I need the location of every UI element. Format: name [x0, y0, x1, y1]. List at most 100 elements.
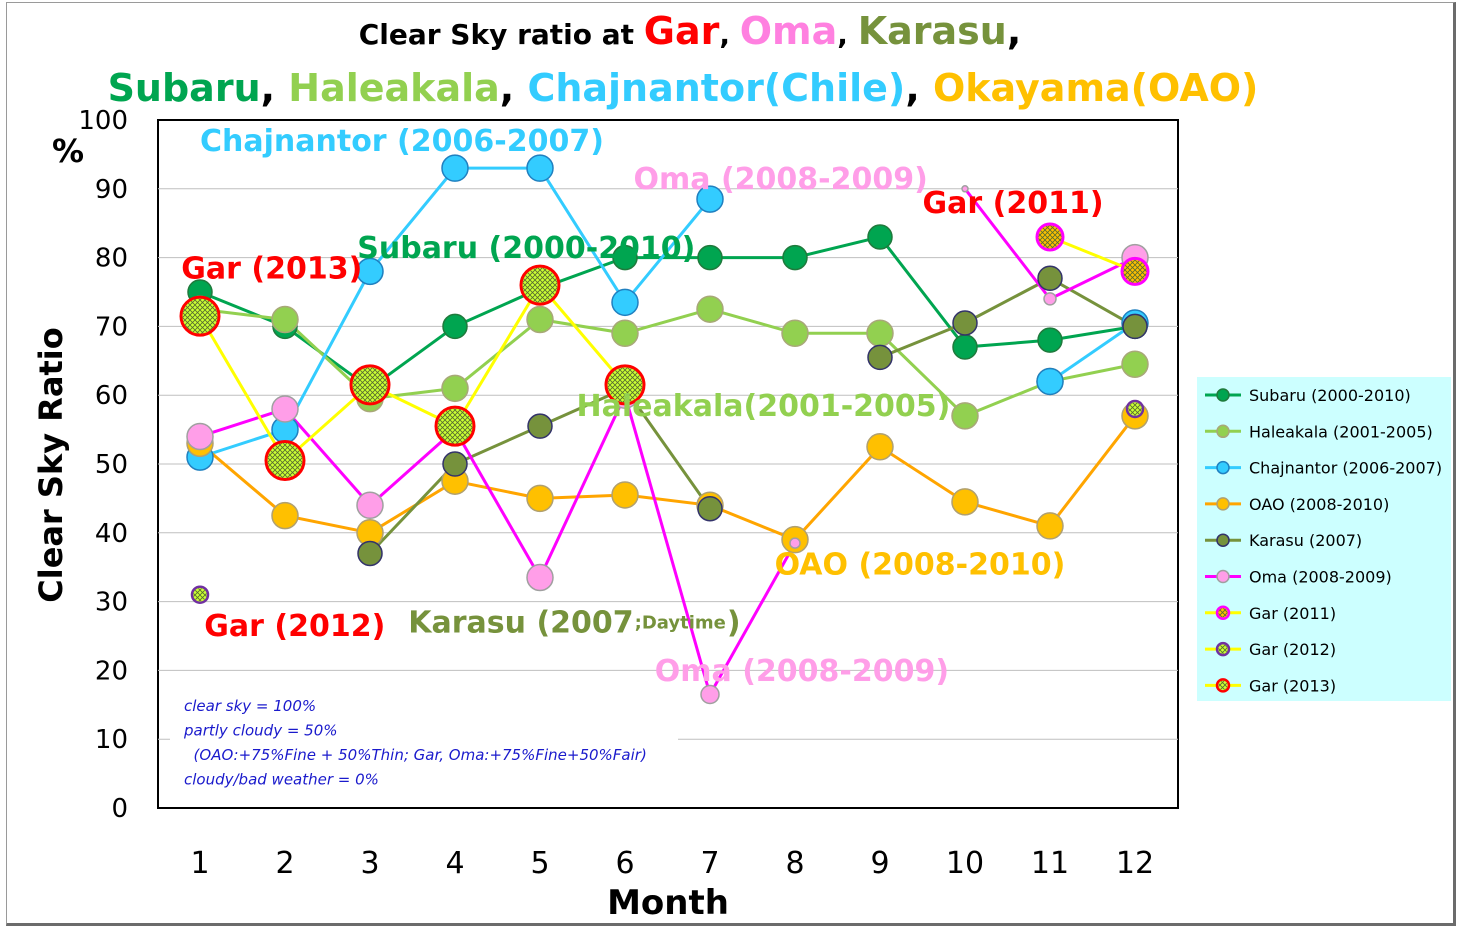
point-karasu-2007 [952, 310, 978, 336]
point-gar-2013-hatch [607, 367, 643, 403]
point-chajnantor-2006-2007 [696, 185, 724, 213]
series-line-gar-2013 [198, 282, 627, 463]
legend-label: Gar (2013) [1249, 676, 1336, 695]
y-unit-label: % [52, 132, 84, 170]
annotations: Chajnantor (2006-2007) Oma (2008-2009) Gar… [181, 124, 1103, 689]
chart-title: Clear Sky ratio at Gar, Oma, Karasu,Suba… [108, 9, 1259, 110]
point-oma-2008-2009 [271, 395, 299, 423]
point-karasu-2007 [442, 451, 468, 477]
legend-label: Oma (2008-2009) [1249, 568, 1392, 587]
point-oma-2008-2009 [700, 684, 720, 705]
point-karasu-2007 [867, 344, 893, 371]
chart-frame [6, 2, 1456, 926]
point-chajnantor-2006-2007 [1036, 367, 1064, 396]
annotation-label: Oma (2008-2009) [655, 654, 949, 689]
x-tick-label: 9 [870, 846, 889, 881]
annotation-label: ) [727, 606, 741, 641]
title-part: Okayama(OAO) [933, 66, 1258, 110]
point-chajnantor-2006-2007 [441, 154, 469, 182]
legend-marker-gar-2012-hatch [1218, 644, 1228, 654]
point-oao-2008-2010 [526, 484, 554, 513]
legend-marker-haleakala-2001-2005 [1216, 424, 1230, 439]
point-gar-2013-hatch [267, 443, 303, 479]
x-tick-label: 10 [946, 846, 984, 881]
title-part: Karasu [858, 9, 1007, 53]
point-oma-2008-2009 [789, 537, 801, 549]
y-tick-label: 80 [95, 244, 128, 274]
point-oma-2008-2009 [526, 563, 554, 592]
series-line-oma-2008-2009 [199, 390, 797, 699]
legend: Subaru (2000-2010) Haleakala (2001-2005) C… [1197, 377, 1451, 701]
point-gar-2011-hatch [1038, 225, 1062, 249]
series-line-chajnantor-2006-2007 [1049, 321, 1136, 383]
annotation-label: Haleakala(2001-2005) [577, 389, 951, 424]
legend-label: Karasu (2007) [1249, 531, 1362, 550]
legend-marker-oao-2008-2010 [1216, 497, 1230, 511]
legend-marker-chajnantor-2006-2007 [1216, 460, 1230, 475]
note-line: partly cloudy = 50% [183, 722, 338, 740]
y-tick-label: 0 [111, 794, 128, 824]
legend-marker-karasu-2007 [1216, 533, 1230, 547]
point-haleakala-2001-2005 [696, 295, 724, 323]
legend-marker-gar-2013-hatch [1218, 680, 1228, 690]
legend-marker-subaru-2000-2010 [1216, 388, 1230, 402]
title-part: , [719, 18, 739, 51]
x-axis-label: Month [607, 883, 729, 923]
title-part: Oma [740, 9, 838, 53]
point-oma-2008-2009 [961, 185, 969, 193]
series-line-gar-2011 [1049, 235, 1136, 273]
x-tick-label: 8 [785, 846, 804, 881]
title-line-1: Clear Sky ratio at Gar, Oma, Karasu, [359, 9, 1022, 53]
x-tick-label: 4 [445, 846, 464, 881]
note-line: cloudy/bad weather = 0% [184, 771, 379, 789]
point-oao-2008-2010 [611, 481, 639, 509]
series-line-karasu-2007 [879, 276, 1136, 359]
point-haleakala-2001-2005 [271, 305, 299, 334]
point-haleakala-2001-2005 [781, 319, 809, 348]
legend-marker-oma-2008-2009 [1216, 569, 1230, 584]
point-oao-2008-2010 [1036, 512, 1064, 540]
point-oao-2008-2010 [866, 433, 894, 461]
legend-marker-gar-2011-hatch [1218, 608, 1228, 618]
point-oao-2008-2010 [951, 488, 979, 516]
x-tick-label: 3 [360, 846, 379, 881]
y-axis-label: Clear Sky Ratio [32, 327, 70, 602]
point-gar-2013-hatch [352, 367, 388, 403]
point-gar-2013-hatch [522, 267, 558, 303]
title-part: , [837, 18, 857, 51]
point-haleakala-2001-2005 [611, 319, 639, 348]
annotation-label: Subaru (2000-2010) [357, 231, 695, 266]
point-haleakala-2001-2005 [951, 402, 979, 430]
point-subaru-2000-2010 [1037, 327, 1063, 353]
y-tick-label: 90 [95, 175, 128, 205]
y-tick-label: 10 [95, 725, 128, 755]
annotation-label: Karasu (2007 [408, 606, 633, 641]
point-gar-2012-hatch [1128, 402, 1142, 416]
point-subaru-2000-2010 [782, 244, 808, 271]
point-oma-2008-2009 [1043, 292, 1057, 306]
note-box [170, 688, 678, 796]
y-tick-label: 70 [95, 312, 128, 342]
annotation-label: Chajnantor (2006-2007) [200, 124, 604, 159]
annotation-label: Gar (2013) [181, 251, 362, 286]
note-line: (OAO:+75%Fine + 50%Thin; Gar, Oma:+75%Fi… [184, 746, 647, 764]
x-tick-label: 6 [615, 846, 634, 881]
point-subaru-2000-2010 [697, 244, 723, 271]
series-markers [179, 154, 1150, 705]
point-chajnantor-2006-2007 [526, 154, 554, 182]
point-karasu-2007 [1122, 313, 1148, 340]
x-tick-label: 1 [190, 846, 209, 881]
legend-label: OAO (2008-2010) [1249, 495, 1389, 514]
point-haleakala-2001-2005 [866, 319, 894, 348]
point-haleakala-2001-2005 [441, 374, 469, 403]
title-part: , [261, 66, 289, 110]
y-tick-label: 20 [95, 656, 128, 686]
annotation-label: Gar (2011) [923, 186, 1104, 221]
point-oma-2008-2009 [186, 422, 214, 451]
series-line-oao-2008-2010 [199, 414, 1137, 542]
title-part: , [905, 66, 933, 110]
y-tick-label: 50 [95, 450, 128, 480]
legend-label: Chajnantor (2006-2007) [1249, 459, 1442, 478]
note-line: clear sky = 100% [184, 697, 316, 715]
